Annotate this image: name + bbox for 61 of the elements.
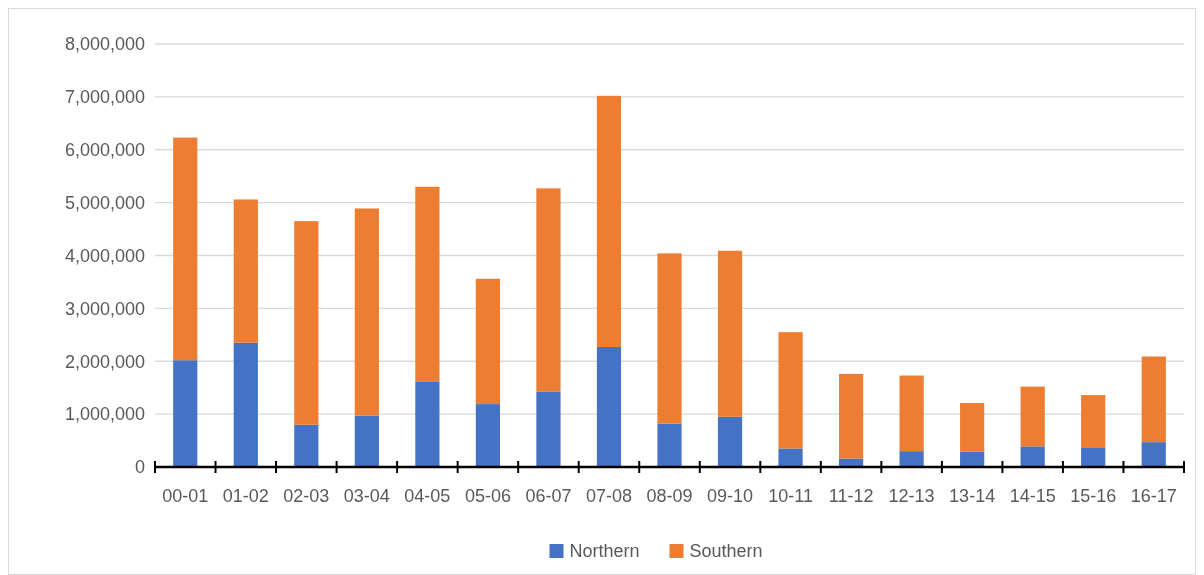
bar [778, 448, 803, 467]
y-tick-label: 5,000,000 [64, 192, 145, 213]
y-tick-label: 6,000,000 [64, 140, 145, 161]
y-tick-label: 3,000,000 [64, 298, 145, 319]
x-tick-label: 05-06 [464, 486, 511, 506]
bar [354, 208, 379, 416]
bar [1081, 447, 1106, 467]
bar [717, 250, 743, 417]
bar [1020, 386, 1045, 447]
x-tick-label: 04-05 [404, 486, 451, 506]
bar [294, 221, 319, 425]
bar [960, 403, 985, 452]
x-tick-label: 09-10 [707, 486, 754, 506]
y-tick-label: 0 [134, 457, 145, 478]
bar [233, 199, 258, 343]
bar [173, 360, 198, 467]
x-tick-label: 10-11 [768, 486, 813, 506]
x-tick-label: 16-17 [1130, 486, 1177, 506]
bar [294, 424, 319, 467]
y-tick-label: 7,000,000 [64, 87, 145, 108]
x-tick-label: 03-04 [343, 486, 390, 506]
x-tick-label: 11-12 [828, 486, 874, 506]
bar [1020, 446, 1045, 467]
bar [838, 373, 864, 459]
x-tick-label: 00-01 [162, 486, 209, 506]
bar [657, 423, 682, 467]
bar [717, 416, 743, 467]
legend-label: Southern [689, 541, 763, 562]
bar [475, 278, 501, 405]
bar [354, 415, 379, 467]
bar [536, 188, 561, 392]
bar [596, 95, 622, 347]
x-tick-label: 08-09 [646, 486, 693, 506]
bar [415, 381, 440, 467]
x-tick-label: 07-08 [585, 486, 632, 506]
bar [899, 451, 924, 467]
bar [596, 346, 622, 467]
bar [536, 391, 561, 467]
bar [657, 253, 682, 424]
x-tick-label: 01-02 [222, 486, 269, 506]
bar [415, 186, 440, 382]
x-tick-label: 12-13 [888, 486, 935, 506]
bar [475, 404, 501, 467]
bar [233, 342, 258, 467]
x-tick-label: 15-16 [1070, 486, 1117, 506]
legend-label: Northern [569, 541, 640, 562]
bar [778, 332, 803, 449]
bar [1141, 356, 1166, 443]
y-tick-label: 1,000,000 [64, 404, 145, 425]
bar [1141, 442, 1166, 467]
y-tick-label: 4,000,000 [64, 245, 145, 266]
bar [173, 137, 198, 361]
x-tick-label: 02-03 [283, 486, 330, 506]
y-tick-label: 2,000,000 [64, 351, 145, 372]
bar [899, 375, 924, 452]
x-tick-label: 06-07 [525, 486, 572, 506]
bar [1081, 395, 1106, 448]
bar [960, 451, 985, 467]
x-tick-label: 14-15 [1009, 486, 1056, 506]
x-tick-label: 13-14 [949, 486, 996, 506]
y-tick-label: 8,000,000 [64, 34, 145, 55]
